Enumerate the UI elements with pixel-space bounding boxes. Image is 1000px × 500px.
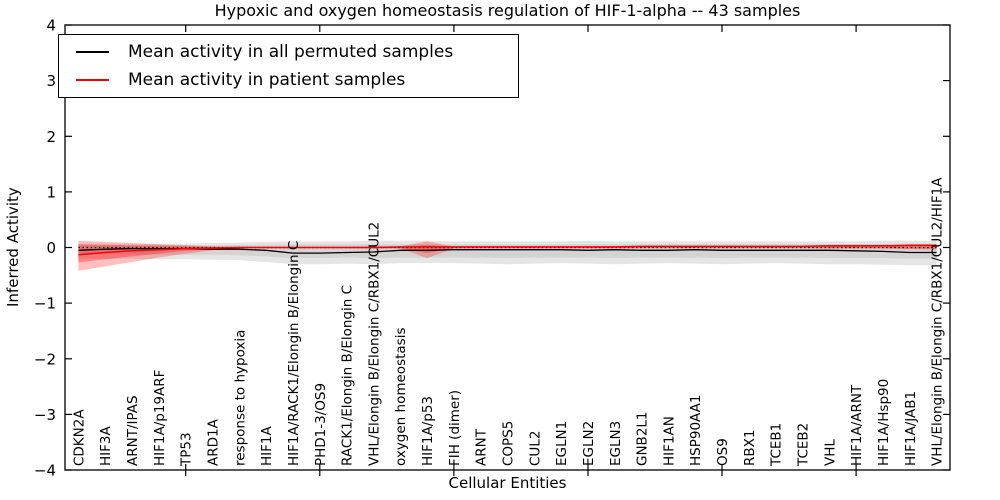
x-tick-label: PHD1-3/OS9	[313, 383, 329, 466]
x-tick-label: HIF1A	[259, 426, 275, 466]
y-tick-label: 0	[46, 239, 56, 257]
x-tick-label: EGLN2	[581, 421, 597, 466]
x-tick-label: TCEB1	[769, 423, 785, 467]
y-tick-label: −2	[34, 350, 56, 368]
x-tick-label: EGLN1	[554, 421, 570, 466]
x-tick-label: HIF1A/ARNT	[849, 384, 865, 466]
y-tick-label: 3	[46, 72, 56, 90]
x-tick-label: HSP90AA1	[688, 395, 704, 466]
legend-item-permuted: Mean activity in all permuted samples	[76, 42, 518, 62]
x-tick-label: oxygen homeostasis	[393, 328, 409, 467]
x-tick-label: ARNT	[474, 428, 490, 466]
x-tick-label: HIF1A/RACK1/Elongin B/Elongin C	[286, 241, 302, 466]
x-tick-label: TP53	[179, 432, 195, 467]
x-tick-label: GNB2L1	[635, 411, 651, 466]
x-tick-label: HIF1A/Hsp90	[876, 379, 892, 466]
patient-band-inner	[78, 244, 937, 263]
permuted-line-swatch	[76, 51, 109, 54]
x-tick-label: FIH (dimer)	[447, 390, 463, 466]
x-tick-label: response to hypoxia	[232, 330, 248, 466]
x-tick-label: VHL/Elongin B/Elongin C/RBX1/CUL2/HIF1A	[930, 177, 946, 466]
x-tick-label: COPS5	[501, 421, 517, 466]
legend-label-permuted: Mean activity in all permuted samples	[128, 42, 454, 63]
y-tick-label: −3	[34, 406, 56, 424]
x-tick-label: HIF1A/p19ARF	[152, 370, 168, 466]
y-tick-label: −1	[34, 295, 56, 313]
x-tick-label: CDKN2A	[71, 409, 87, 466]
legend-label-patient: Mean activity in patient samples	[128, 69, 406, 90]
x-tick-label: EGLN3	[608, 421, 624, 466]
x-tick-label: ARD1A	[206, 418, 222, 466]
series-line-permuted	[78, 247, 937, 254]
x-tick-label: VHL/Elongin B/Elongin C/RBX1/CUL2	[366, 222, 382, 466]
series-line-patient	[78, 244, 937, 256]
y-tick-label: 1	[46, 183, 56, 201]
x-axis-label: Cellular Entities	[448, 474, 567, 492]
chart-title: Hypoxic and oxygen homeostasis regulatio…	[214, 1, 801, 20]
x-tick-label: HIF1AN	[661, 416, 677, 466]
y-tick-label: −4	[34, 462, 56, 480]
x-tick-label: RBX1	[742, 430, 758, 466]
x-tick-label: HIF1A/p53	[420, 396, 436, 466]
x-tick-label: ARNT/IPAS	[125, 395, 141, 466]
x-tick-label: CUL2	[527, 431, 543, 466]
legend: Mean activity in all permuted samples Me…	[58, 34, 519, 98]
y-tick-label: 4	[46, 17, 56, 35]
y-tick-label: 2	[46, 128, 56, 146]
x-tick-label: RACK1/Elongin B/Elongin C	[340, 285, 356, 466]
x-tick-label: VHL	[822, 439, 838, 466]
patient-line-swatch	[76, 78, 109, 81]
x-tick-label: HIF1A/JAB1	[903, 391, 919, 466]
legend-item-patient: Mean activity in patient samples	[76, 70, 518, 90]
x-tick-label: TCEB2	[796, 423, 812, 467]
x-tick-label: OS9	[715, 438, 731, 466]
x-tick-label: HIF3A	[98, 426, 114, 466]
